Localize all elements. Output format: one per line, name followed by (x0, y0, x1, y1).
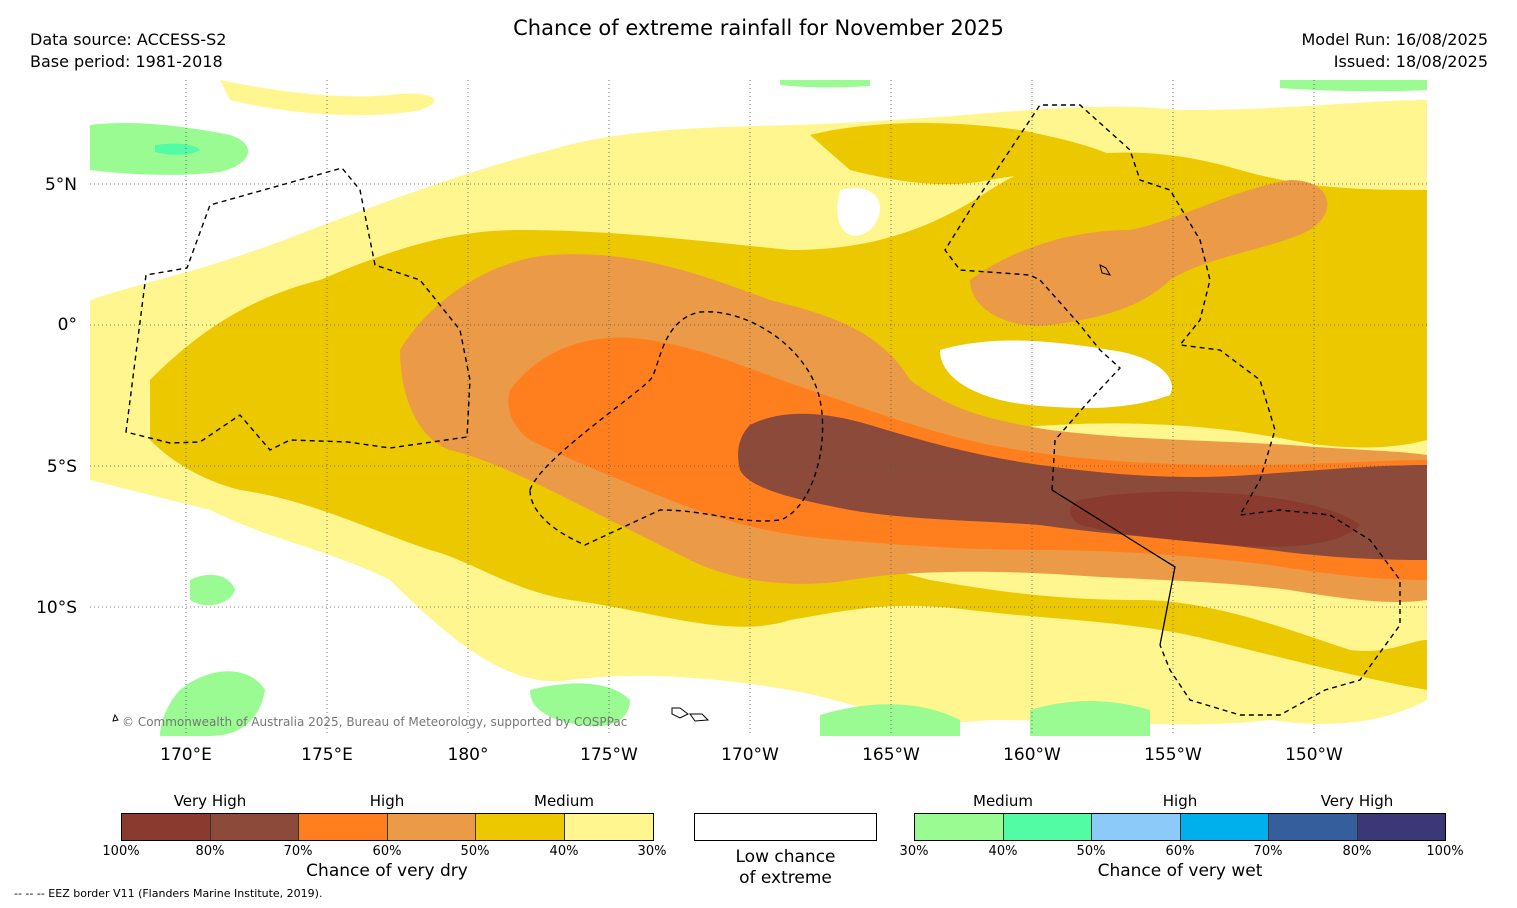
dry-cat-very-high: Very High (173, 792, 247, 810)
map-title: Chance of extreme rainfall for November … (513, 16, 1004, 40)
dry-colorbar (121, 813, 654, 841)
low-chance-swatch (694, 813, 877, 841)
low-chance-caption: Low chance of extreme (694, 847, 877, 889)
wet-cat-very-high: Very High (1320, 792, 1394, 810)
dry-swatch-80-100 (122, 814, 211, 840)
lat-label-eq: 0° (57, 315, 77, 335)
low-chance-pocket (940, 340, 1172, 408)
wet-swatch-50-60 (1092, 814, 1181, 840)
dry-tick: 60% (372, 844, 402, 859)
lon-label-170e: 170°E (160, 745, 212, 765)
wet-cat-high: High (1162, 792, 1198, 810)
dry-80-core (1069, 491, 1360, 547)
model-run-text: Model Run: 16/08/2025 (1301, 30, 1489, 49)
wet-tick: 50% (1076, 844, 1106, 859)
dry-cat-high: High (369, 792, 405, 810)
wet-30-west-1 (190, 574, 235, 606)
wet-40-patch (155, 143, 200, 155)
wet-swatch-30-40 (915, 814, 1004, 840)
wet-swatch-70-80 (1269, 814, 1358, 840)
run-info: Model Run: 16/08/2025 Issued: 18/08/2025 (1302, 29, 1489, 73)
dry-tick: 40% (549, 844, 579, 859)
dry-tick: 70% (283, 844, 313, 859)
wet-30-south-2 (530, 683, 630, 727)
dry-swatch-60-70 (299, 814, 388, 840)
lat-label-5n: 5°N (44, 175, 77, 195)
dry-tick: 100% (102, 844, 140, 859)
dry-50-north-patch (970, 180, 1328, 326)
map-canvas (90, 80, 1427, 736)
wet-tick: 30% (899, 844, 929, 859)
lon-label-170w: 170°W (721, 745, 779, 765)
lon-label-175w: 175°W (580, 745, 638, 765)
issued-text: Issued: 18/08/2025 (1333, 52, 1488, 71)
dry-caption: Chance of very dry (306, 861, 468, 881)
lon-label-165w: 165°W (862, 745, 920, 765)
wet-swatch-60-70 (1181, 814, 1269, 840)
base-period-text: Base period: 1981-2018 (30, 52, 223, 71)
dry-30-north-patch (220, 80, 435, 116)
low-chance-line2: of extreme (739, 868, 832, 888)
data-source-text: Data source: ACCESS-S2 (30, 30, 227, 49)
wet-30-south-1 (160, 671, 265, 736)
wet-colorbar (914, 813, 1446, 841)
dry-swatch-70-80 (211, 814, 299, 840)
dry-40-north-patch (810, 123, 1140, 185)
islands (112, 264, 1112, 722)
eez-borders (125, 104, 1401, 716)
copyright-text: © Commonwealth of Australia 2025, Bureau… (122, 715, 628, 729)
low-chance-pocket-2 (837, 188, 880, 236)
data-info: Data source: ACCESS-S2 Base period: 1981… (30, 29, 226, 73)
dry-swatch-50-60 (388, 814, 476, 840)
wet-tick: 80% (1342, 844, 1372, 859)
lon-label-175e: 175°E (301, 745, 353, 765)
lat-label-5s: 5°S (46, 457, 77, 477)
rainfall-map (90, 80, 1427, 736)
eez-solid-border (1051, 489, 1176, 646)
dry-tick: 30% (637, 844, 667, 859)
wet-30-south-4 (1030, 701, 1150, 736)
dry-swatch-40-50 (476, 814, 565, 840)
wet-tick: 70% (1253, 844, 1283, 859)
wet-tick: 60% (1165, 844, 1195, 859)
wet-caption: Chance of very wet (1097, 861, 1263, 881)
dry-tick: 50% (460, 844, 490, 859)
wet-swatch-40-50 (1004, 814, 1092, 840)
dry-tick: 80% (195, 844, 225, 859)
lon-label-150w: 150°W (1285, 745, 1343, 765)
wet-30-south-3 (820, 704, 960, 736)
wet-tick: 100% (1426, 844, 1464, 859)
lon-label-180: 180° (447, 745, 489, 765)
wet-30-north-mid (780, 80, 870, 88)
lon-label-160w: 160°W (1003, 745, 1061, 765)
wet-cat-medium: Medium (973, 792, 1033, 810)
wet-30-ne-patch (1280, 80, 1427, 92)
lat-label-10s: 10°S (36, 598, 77, 618)
lon-label-155w: 155°W (1144, 745, 1202, 765)
dry-cat-medium: Medium (534, 792, 594, 810)
eez-note: -- -- -- EEZ border V11 (Flanders Marine… (14, 887, 323, 900)
low-chance-line1: Low chance (735, 847, 836, 867)
wet-tick: 40% (988, 844, 1018, 859)
dry-swatch-30-40 (565, 814, 653, 840)
wet-swatch-80-100 (1358, 814, 1445, 840)
graticule (90, 80, 1427, 736)
